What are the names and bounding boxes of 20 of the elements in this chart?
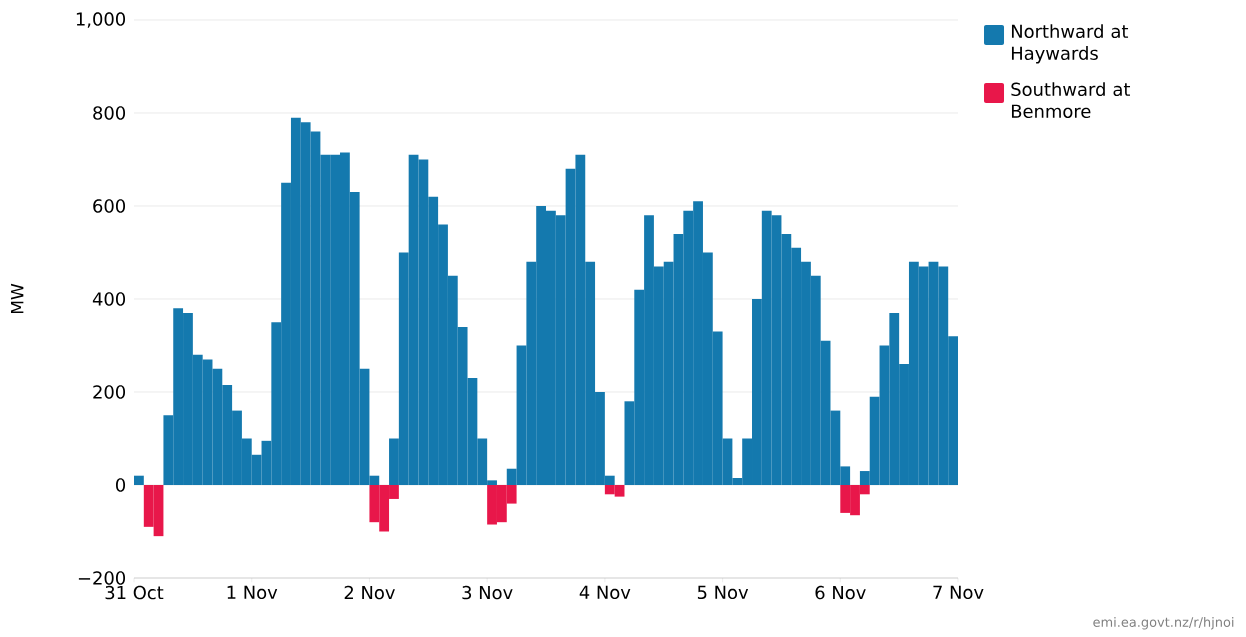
x-tick-label: 3 Nov xyxy=(462,585,513,600)
y-tick-label: 800 xyxy=(93,106,126,120)
y-tick-label: 0 xyxy=(116,478,126,492)
y-tick-label: −200 xyxy=(78,571,126,585)
bar xyxy=(134,475,144,485)
x-tick-label: 1 Nov xyxy=(227,585,278,600)
y-tick-label: 600 xyxy=(93,199,126,213)
legend-label: Southward at Benmore xyxy=(1011,82,1131,118)
y-tick-label: 200 xyxy=(93,385,126,399)
x-tick-label: 6 Nov xyxy=(815,585,866,600)
y-tick-label: 1,000 xyxy=(76,12,126,28)
x-tick-label: 4 Nov xyxy=(579,585,631,600)
x-tick-label: 31 Oct xyxy=(105,585,164,600)
text: emi.ea.govt.nz/r/hjnoi xyxy=(1093,616,1234,630)
x-tick-label: 5 Nov xyxy=(697,585,749,600)
x-tick-label: 2 Nov xyxy=(344,585,395,600)
legend-label: Northward at Haywards xyxy=(1011,24,1129,64)
x-tick-label: 7 Nov xyxy=(933,585,984,600)
y-axis-title: MW xyxy=(11,283,24,314)
y-tick-label: 400 xyxy=(92,292,126,306)
